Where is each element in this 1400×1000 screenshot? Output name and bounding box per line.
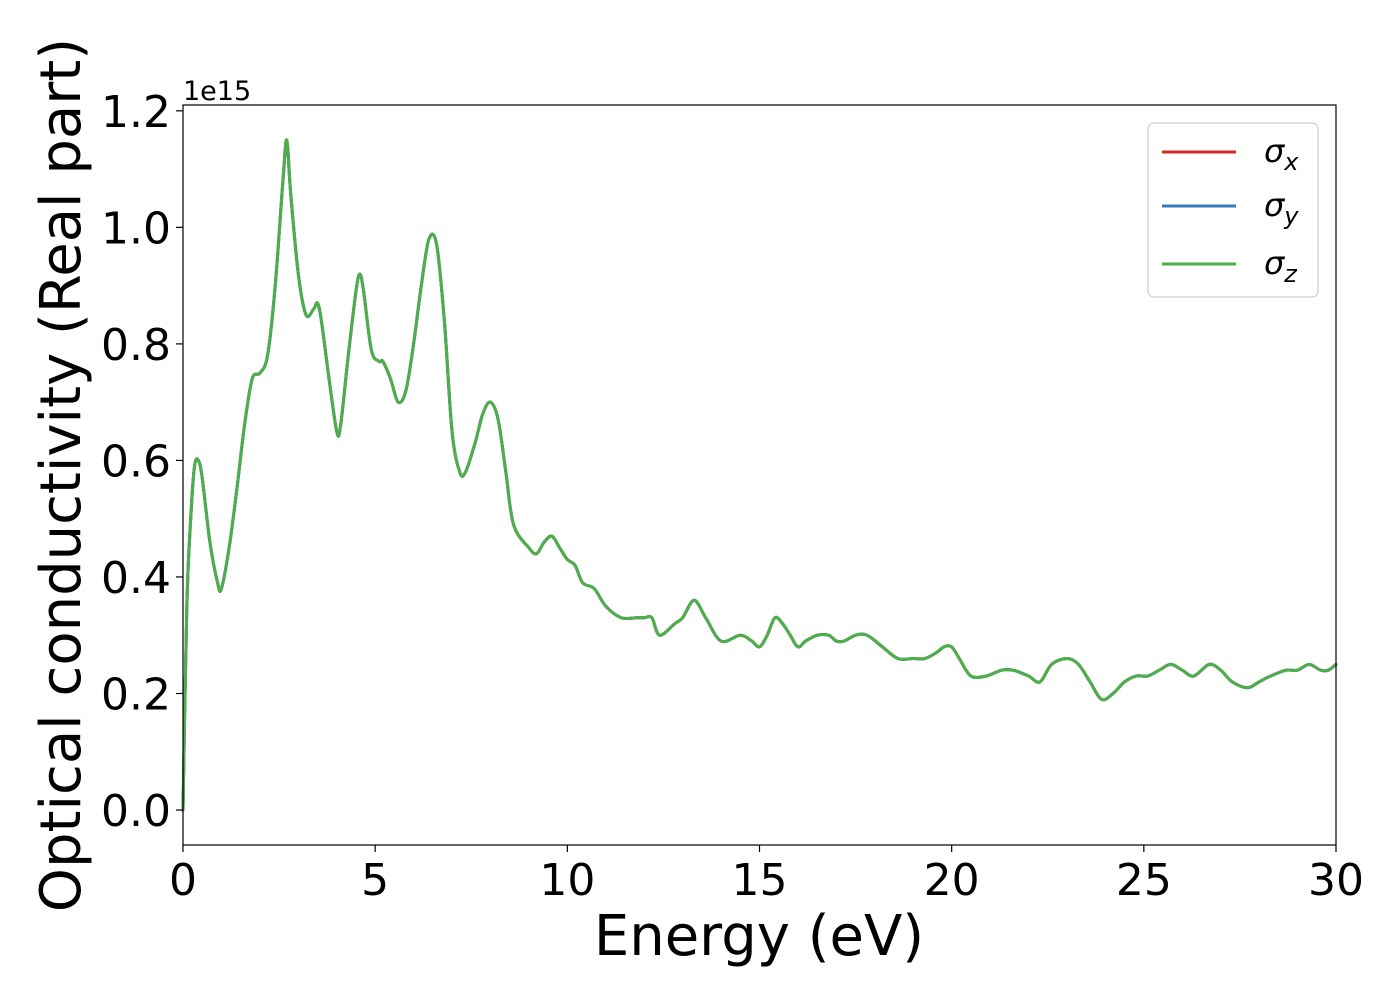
series-line-z [181, 138, 1338, 812]
x-tick-label: 30 [1308, 855, 1364, 906]
y-tick-label: 0.8 [101, 320, 171, 371]
x-axis-ticks: 0 5 10 15 20 25 30 [169, 845, 1364, 906]
y-tick-label: 1.2 [101, 87, 171, 138]
y-tick-label: 1.0 [101, 203, 171, 254]
x-tick-label: 25 [1116, 855, 1172, 906]
x-tick-label: 5 [361, 855, 389, 906]
y-tick-label: 0.4 [101, 553, 171, 604]
legend-box [1147, 122, 1319, 298]
y-offset-label: 1e15 [183, 76, 251, 107]
legend-label-x: σx [1264, 132, 1299, 176]
x-tick-label: 10 [539, 855, 595, 906]
y-tick-label: 0.2 [101, 670, 171, 721]
x-tick-label: 15 [732, 855, 788, 906]
legend-label-z: σz [1264, 244, 1298, 288]
legend: σx σy σz [1147, 122, 1319, 298]
series-layer [181, 138, 1338, 812]
y-axis-title: Optical conductivity (Real part) [29, 38, 94, 912]
x-tick-label: 0 [169, 855, 197, 906]
y-axis-ticks: 0.0 0.2 0.4 0.6 0.8 1.0 1.2 [101, 87, 183, 837]
legend-label-y: σy [1264, 186, 1299, 230]
x-axis-title: Energy (eV) [594, 904, 924, 969]
y-tick-label: 0.0 [101, 786, 171, 837]
y-tick-label: 0.6 [101, 436, 171, 487]
x-tick-label: 20 [924, 855, 980, 906]
